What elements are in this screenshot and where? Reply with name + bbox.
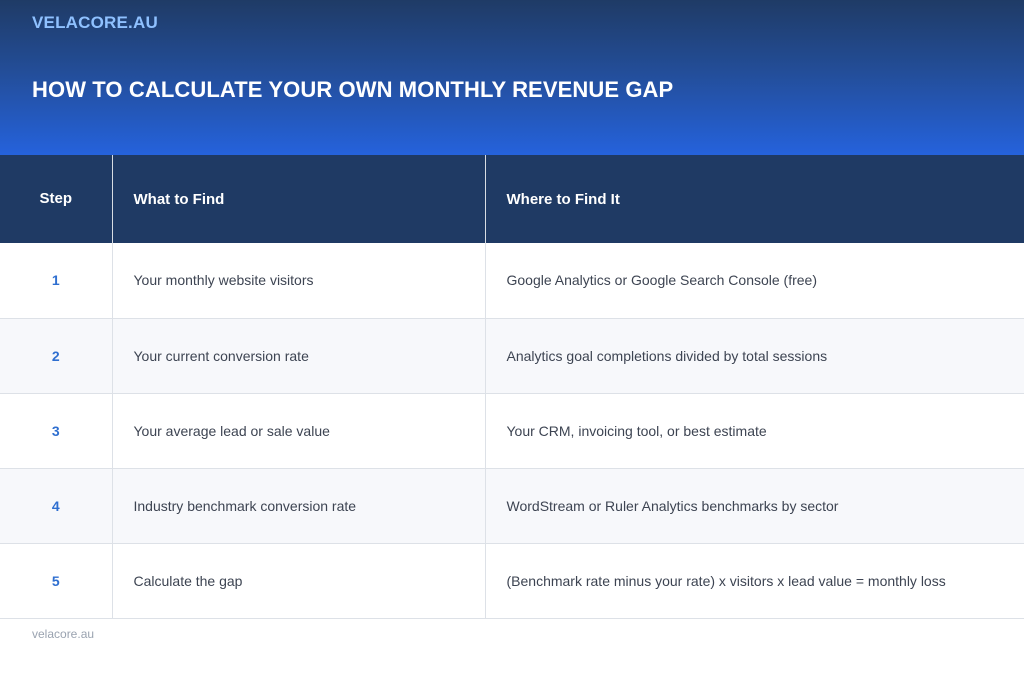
what-to-find-cell: Your current conversion rate <box>111 317 485 393</box>
table-header: Step What to Find Where to Find It <box>0 155 1024 243</box>
column-header-what: What to Find <box>111 155 485 243</box>
page-title: HOW TO CALCULATE YOUR OWN MONTHLY REVENU… <box>32 77 674 102</box>
where-to-find-cell: Analytics goal completions divided by to… <box>484 317 1024 393</box>
what-to-find-cell: Calculate the gap <box>111 542 485 619</box>
table-row: 1 Your monthly website visitors Google A… <box>0 243 1024 318</box>
table-row: 5 Calculate the gap (Benchmark rate minu… <box>0 542 1024 619</box>
table-row: 4 Industry benchmark conversion rate Wor… <box>0 467 1024 543</box>
step-number: 2 <box>0 317 112 393</box>
where-to-find-cell: Google Analytics or Google Search Consol… <box>484 243 1024 318</box>
what-to-find-cell: Your average lead or sale value <box>111 392 485 468</box>
what-to-find-cell: Industry benchmark conversion rate <box>111 467 485 543</box>
step-number: 5 <box>0 542 112 619</box>
step-number: 3 <box>0 392 112 468</box>
column-header-step-label: Step <box>39 189 72 207</box>
table-header-row: Step What to Find Where to Find It <box>0 155 1024 243</box>
step-number: 1 <box>51 272 60 289</box>
brand-logo-text[interactable]: VELACORE.AU <box>32 13 158 32</box>
steps-table: Step What to Find Where to Find It 1 You… <box>0 155 1024 619</box>
what-to-find-cell: Your monthly website visitors <box>111 243 485 318</box>
table-row: 3 Your average lead or sale value Your C… <box>0 392 1024 468</box>
where-to-find-cell: WordStream or Ruler Analytics benchmarks… <box>484 467 1024 543</box>
column-header-step: Step <box>0 155 112 243</box>
page-header: VELACORE.AU HOW TO CALCULATE YOUR OWN MO… <box>0 0 1024 155</box>
footer-domain[interactable]: velacore.au <box>32 627 95 641</box>
table-body: 1 Your monthly website visitors Google A… <box>0 243 1024 619</box>
table-row: 2 Your current conversion rate Analytics… <box>0 317 1024 393</box>
where-to-find-cell: (Benchmark rate minus your rate) x visit… <box>484 542 1024 619</box>
step-number: 4 <box>0 467 112 543</box>
column-header-where: Where to Find It <box>484 155 1024 243</box>
where-to-find-cell: Your CRM, invoicing tool, or best estima… <box>484 392 1024 468</box>
